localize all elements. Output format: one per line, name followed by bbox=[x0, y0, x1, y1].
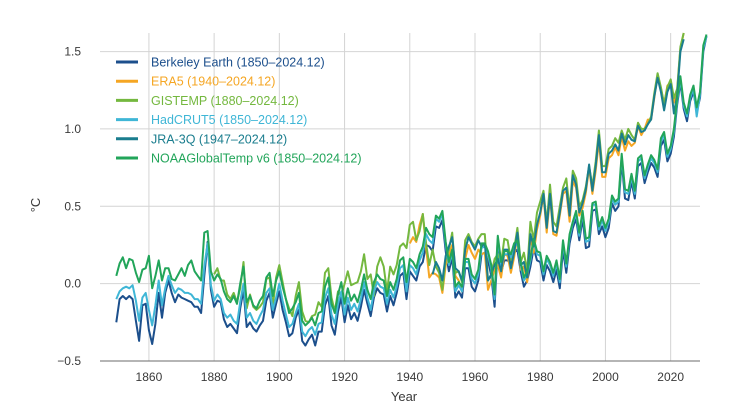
x-tick-label: 1900 bbox=[266, 370, 293, 384]
legend-label: GISTEMP (1880–2024.12) bbox=[151, 94, 299, 108]
legend-label: HadCRUT5 (1850–2024.12) bbox=[151, 113, 307, 127]
x-tick-label: 2000 bbox=[592, 370, 619, 384]
legend-label: Berkeley Earth (1850–2024.12) bbox=[151, 56, 325, 70]
legend-label: ERA5 (1940–2024.12) bbox=[151, 75, 275, 89]
x-tick-label: 1980 bbox=[527, 370, 554, 384]
legend-label: NOAAGlobalTemp v6 (1850–2024.12) bbox=[151, 152, 362, 166]
y-tick-label: −0.5 bbox=[57, 354, 81, 368]
series-line-0 bbox=[115, 35, 708, 347]
legend: Berkeley Earth (1850–2024.12) ERA5 (1940–… bbox=[116, 56, 362, 166]
y-tick-label: 1.5 bbox=[64, 45, 81, 59]
x-tick-labels: 1860 1880 1900 1920 1940 1960 1980 2000 2020 bbox=[136, 370, 685, 384]
x-tick-label: 1960 bbox=[462, 370, 489, 384]
y-tick-label: 0.0 bbox=[64, 277, 81, 291]
series-line-3 bbox=[115, 35, 708, 338]
series-line-4 bbox=[431, 38, 685, 282]
x-tick-label: 2020 bbox=[657, 370, 684, 384]
series-line-2 bbox=[213, 32, 685, 324]
y-tick-label: 1.0 bbox=[64, 122, 81, 136]
series-lines bbox=[115, 32, 708, 347]
x-tick-label: 1860 bbox=[136, 370, 163, 384]
x-tick-label: 1920 bbox=[331, 370, 358, 384]
y-tick-labels: −0.5 0.0 0.5 1.0 1.5 bbox=[57, 45, 81, 368]
series-line-5 bbox=[115, 34, 708, 327]
x-tick-label: 1880 bbox=[201, 370, 228, 384]
x-tick-label: 1940 bbox=[396, 370, 423, 384]
legend-label: JRA-3Q (1947–2024.12) bbox=[151, 132, 287, 146]
y-tick-label: 0.5 bbox=[64, 199, 81, 213]
x-axis-title: Year bbox=[391, 389, 418, 404]
y-axis-title: °C bbox=[28, 198, 43, 213]
